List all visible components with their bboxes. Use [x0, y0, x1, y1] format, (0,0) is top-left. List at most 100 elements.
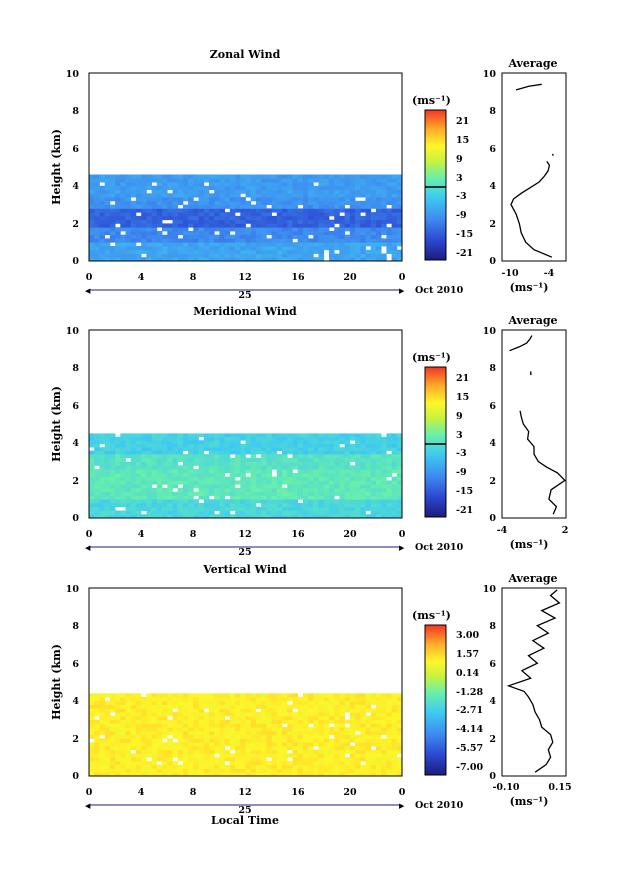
heatmap-cell: [99, 227, 105, 232]
heatmap-cell: [349, 238, 356, 243]
heatmap-cell: [172, 238, 179, 243]
heatmap-cell: [172, 174, 179, 179]
heatmap-cell: [203, 727, 210, 732]
heatmap-cell: [240, 447, 246, 451]
heatmap-cell: [146, 200, 152, 205]
heatmap-cell: [302, 700, 309, 705]
heatmap-cell: [391, 249, 398, 254]
heatmap-cell: [323, 461, 330, 466]
heatmap-cell: [188, 693, 194, 698]
heatmap-cell: [89, 461, 95, 466]
heatmap-cell: [292, 242, 299, 247]
heatmap-cell: [391, 499, 398, 504]
heatmap-cell: [130, 433, 137, 438]
heatmap-cell: [365, 495, 372, 500]
heatmap-cell: [245, 503, 252, 508]
heatmap-cell: [214, 212, 220, 217]
heatmap-cell: [224, 215, 231, 221]
heatmap-cell: [188, 764, 194, 769]
heatmap-cell: [329, 753, 335, 758]
heatmap-cell: [141, 208, 147, 213]
heatmap-cell: [344, 708, 351, 713]
heatmap-cell: [255, 693, 262, 698]
heatmap-cell: [334, 514, 340, 519]
heatmap-cell: [172, 182, 179, 187]
heatmap-cell: [120, 465, 126, 470]
heatmap-cell: [214, 499, 220, 504]
heatmap-cell: [381, 223, 387, 228]
heatmap-cell: [329, 761, 335, 766]
heatmap-cell: [339, 253, 345, 258]
heatmap-cell: [89, 510, 95, 515]
heatmap-cell: [240, 506, 246, 511]
heatmap-cell: [193, 704, 199, 709]
heatmap-cell: [172, 457, 179, 462]
heatmap-cell: [365, 491, 372, 496]
heatmap-cell: [89, 440, 95, 445]
heatmap-cell: [99, 469, 105, 474]
heatmap-cell: [99, 454, 105, 459]
heatmap-cell: [318, 484, 325, 489]
heatmap-cell: [355, 465, 361, 470]
heatmap-cell: [287, 472, 293, 478]
heatmap-cell: [329, 469, 335, 474]
heatmap-cell: [151, 472, 158, 478]
heatmap-cell: [188, 223, 194, 228]
heatmap-cell: [302, 715, 309, 720]
heatmap-cell: [287, 745, 293, 751]
heatmap-cell: [162, 730, 168, 736]
heatmap-cell: [339, 197, 345, 202]
heatmap-cell: [339, 491, 345, 496]
heatmap-cell: [329, 495, 335, 500]
heatmap-cell: [120, 745, 126, 751]
heatmap-cell: [182, 465, 189, 470]
heatmap-cell: [355, 457, 361, 462]
heatmap-cell: [115, 764, 121, 769]
heatmap-cell: [209, 742, 215, 747]
heatmap-cell: [89, 238, 95, 243]
heatmap-cell: [381, 484, 387, 489]
heatmap-cell: [323, 753, 330, 758]
heatmap-cell: [282, 208, 288, 213]
heatmap-cell: [182, 246, 189, 251]
heatmap-cell: [172, 461, 179, 466]
heatmap-cell: [245, 200, 252, 205]
heatmap-cell: [245, 693, 252, 698]
heatmap-cell: [167, 230, 173, 236]
heatmap-cell: [109, 768, 116, 773]
heatmap-cell: [375, 738, 382, 743]
heatmap-cell: [339, 174, 345, 179]
heatmap-cell: [224, 234, 231, 239]
heatmap-cell: [261, 447, 267, 451]
heatmap-cell: [302, 230, 309, 236]
heatmap-cell: [172, 768, 179, 773]
heatmap-cell: [297, 440, 304, 445]
heatmap-cell: [120, 204, 126, 209]
heatmap-cell: [308, 700, 314, 705]
heatmap-cell: [182, 469, 189, 474]
heatmap-cell: [104, 249, 111, 254]
heatmap-cell: [339, 472, 345, 478]
heatmap-cell: [94, 757, 100, 762]
heatmap-cell: [381, 753, 387, 758]
heatmap-cell: [167, 443, 173, 448]
heatmap-cell: [292, 461, 299, 466]
heatmap-cell: [255, 764, 262, 769]
heatmap-cell: [156, 253, 163, 258]
heatmap-cell: [323, 433, 330, 438]
heatmap-cell: [318, 727, 325, 732]
heatmap-cell: [177, 227, 184, 232]
heatmap-cell: [177, 745, 184, 751]
heatmap-cell: [386, 700, 392, 705]
heatmap-cell: [193, 761, 199, 766]
heatmap-cell: [209, 761, 215, 766]
heatmap-cell: [229, 461, 236, 466]
heatmap-cell: [104, 178, 111, 183]
heatmap-cell: [329, 491, 335, 496]
heatmap-cell: [287, 506, 293, 511]
heatmap-cell: [214, 227, 220, 232]
heatmap-cell: [229, 487, 236, 493]
heatmap-cell: [188, 212, 194, 217]
heatmap-cell: [370, 499, 377, 504]
heatmap-cell: [261, 246, 267, 251]
